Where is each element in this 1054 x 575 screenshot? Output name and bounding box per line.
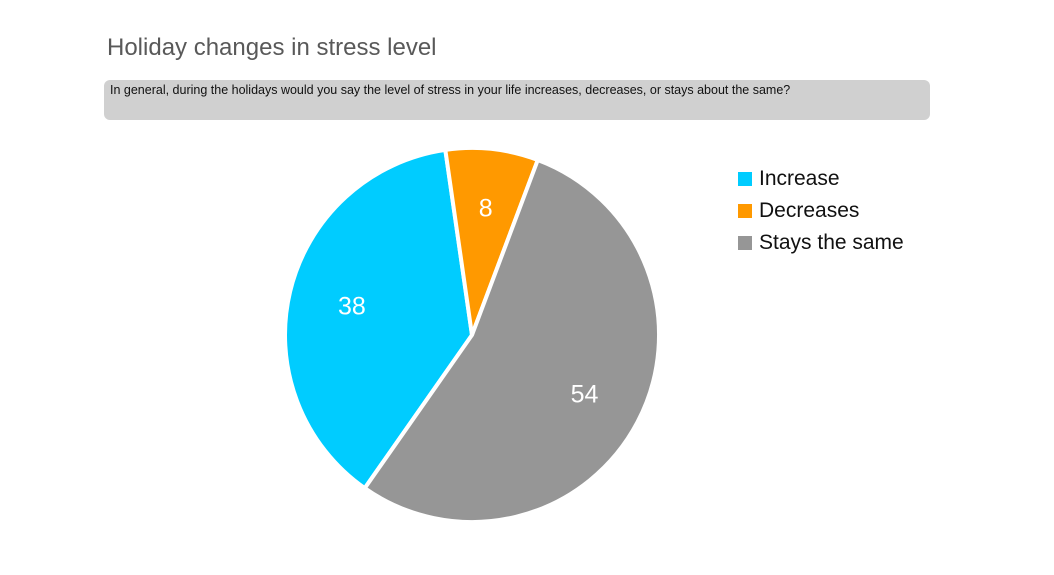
pie-slice-increase <box>283 147 474 491</box>
legend-label-decreases: Decreases <box>759 199 860 222</box>
chart-title: Holiday changes in stress level <box>107 34 437 61</box>
legend-label-stays-the-same: Stays the same <box>759 231 904 254</box>
pie-slice-stays-the-same <box>362 157 662 525</box>
legend-swatch-increase <box>738 172 752 186</box>
pie-data-labels: 38 8 54 <box>338 195 599 409</box>
legend-item-increase: Increase <box>738 163 904 195</box>
chart-legend: Increase Decreases Stays the same <box>738 163 904 259</box>
legend-item-stays-the-same: Stays the same <box>738 227 904 259</box>
legend-item-decreases: Decreases <box>738 195 904 227</box>
data-label-increase: 38 <box>338 292 366 320</box>
legend-swatch-stays-the-same <box>738 236 752 250</box>
data-label-decreases: 8 <box>479 195 493 223</box>
pie-slices <box>283 146 662 525</box>
legend-label-increase: Increase <box>759 167 840 190</box>
chart-subtitle: In general, during the holidays would yo… <box>104 80 930 120</box>
legend-swatch-decreases <box>738 204 752 218</box>
data-label-stays-the-same: 54 <box>571 380 599 408</box>
